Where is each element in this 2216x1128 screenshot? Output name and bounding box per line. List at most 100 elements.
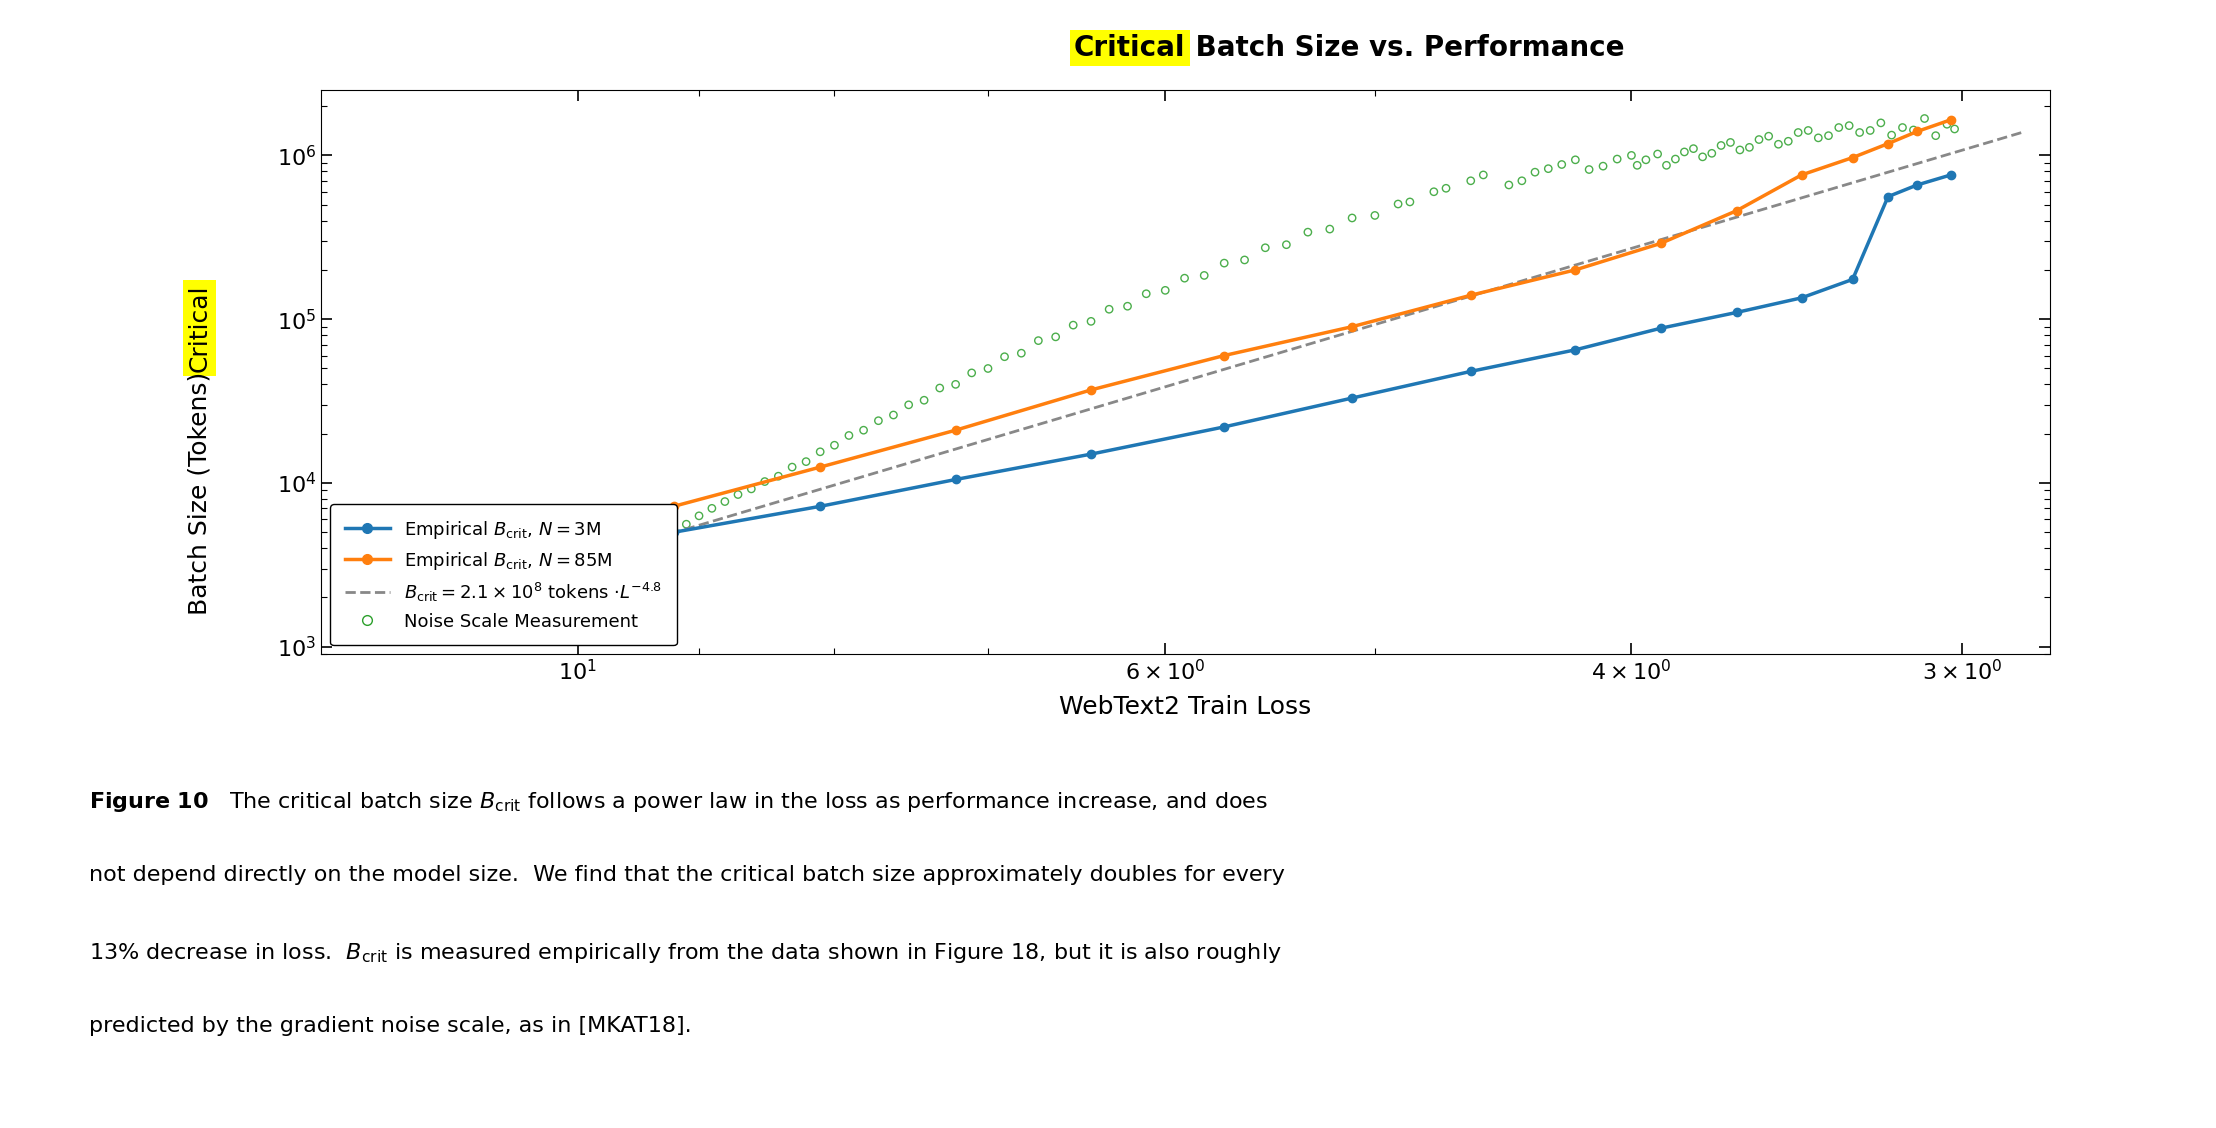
Point: [1055, 316, 1090, 334]
Point: [1713, 133, 1748, 151]
Point: [1853, 122, 1888, 140]
Point: [1228, 250, 1263, 268]
Point: [720, 485, 756, 503]
Point: [583, 550, 618, 569]
Point: [1684, 148, 1720, 166]
Point: [525, 570, 561, 588]
Point: [1886, 118, 1921, 136]
Point: [1704, 136, 1740, 155]
Point: [1110, 297, 1146, 315]
Text: predicted by the gradient noise scale, as in [MKAT18].: predicted by the gradient noise scale, a…: [89, 1016, 691, 1037]
Point: [1640, 146, 1675, 164]
Point: [538, 567, 574, 585]
Point: [1600, 150, 1635, 168]
Point: [1895, 121, 1930, 139]
Point: [831, 426, 866, 444]
Text: Batch Size (Tokens): Batch Size (Tokens): [188, 372, 211, 624]
Point: [953, 364, 988, 382]
Point: [906, 391, 942, 409]
Point: [1822, 118, 1857, 136]
Point: [1666, 143, 1702, 161]
Point: [643, 528, 678, 546]
X-axis label: WebText2 Train Loss: WebText2 Train Loss: [1059, 696, 1312, 720]
Point: [1722, 141, 1757, 159]
Point: [971, 360, 1006, 378]
Point: [561, 557, 596, 575]
Text: $\mathbf{Figure\ 10}$   The critical batch size $B_\mathrm{crit}$ follows a powe: $\mathbf{Figure\ 10}$ The critical batch…: [89, 790, 1268, 813]
Point: [747, 473, 782, 491]
Point: [1392, 193, 1427, 211]
Point: [760, 467, 796, 485]
Point: [860, 412, 895, 430]
Point: [1505, 171, 1540, 190]
Point: [1168, 270, 1203, 288]
Point: [847, 421, 882, 439]
Point: [1906, 109, 1941, 127]
Point: [1571, 160, 1607, 178]
Point: [1128, 284, 1163, 302]
Text: Batch Size vs. Performance: Batch Size vs. Performance: [1186, 34, 1624, 62]
Point: [680, 506, 716, 525]
Point: [1491, 176, 1527, 194]
Point: [1779, 123, 1815, 141]
Point: [1558, 151, 1593, 169]
Point: [503, 579, 538, 597]
Text: not depend directly on the model size.  We find that the critical batch size app: not depend directly on the model size. W…: [89, 865, 1285, 885]
Point: [1148, 281, 1183, 299]
Point: [572, 555, 607, 573]
Point: [922, 379, 957, 397]
Point: [656, 520, 691, 538]
Point: [802, 443, 838, 461]
Point: [986, 347, 1022, 365]
Point: [1649, 157, 1684, 175]
Point: [1937, 120, 1972, 138]
Point: [596, 547, 632, 565]
Point: [1731, 139, 1766, 157]
Point: [1186, 266, 1221, 284]
Point: [1864, 114, 1899, 132]
Point: [618, 537, 654, 555]
Point: [1762, 135, 1797, 153]
Point: [514, 575, 550, 593]
Point: [1675, 140, 1711, 158]
Point: [1545, 156, 1580, 174]
Point: [1751, 127, 1786, 146]
Point: [818, 437, 853, 455]
Point: [1613, 147, 1649, 165]
Point: [1841, 123, 1877, 141]
Point: [1830, 116, 1866, 134]
Point: [1022, 332, 1057, 350]
Point: [1356, 206, 1392, 224]
Point: [1620, 157, 1655, 175]
Point: [1810, 126, 1846, 144]
Point: [1312, 220, 1347, 238]
Point: [1416, 183, 1451, 201]
Point: [1206, 254, 1241, 272]
Point: [1073, 312, 1108, 331]
Point: [550, 562, 585, 580]
Point: [937, 376, 973, 394]
Point: [1584, 157, 1620, 175]
Point: [1334, 209, 1369, 227]
Text: $13\%$ decrease in loss.  $B_\mathrm{crit}$ is measured empirically from the dat: $13\%$ decrease in loss. $B_\mathrm{crit…: [89, 941, 1281, 964]
Point: [494, 582, 530, 600]
Point: [1381, 195, 1416, 213]
Point: [669, 515, 705, 534]
Point: [1268, 236, 1303, 254]
Point: [733, 479, 769, 497]
Point: [1004, 344, 1039, 362]
Point: [1454, 171, 1489, 190]
Point: [1658, 150, 1693, 168]
Point: [1518, 164, 1553, 182]
Point: [1629, 151, 1664, 169]
Point: [1742, 131, 1777, 149]
Point: [632, 534, 667, 552]
Point: [1771, 132, 1806, 150]
Point: [1791, 122, 1826, 140]
Point: [891, 396, 926, 414]
Point: [1290, 223, 1325, 241]
Text: Critical: Critical: [1075, 34, 1186, 62]
Legend: Empirical $B_{\mathrm{crit}}$, $N = 3$M, Empirical $B_{\mathrm{crit}}$, $N = 85$: Empirical $B_{\mathrm{crit}}$, $N = 3$M,…: [330, 504, 676, 645]
Point: [1465, 166, 1500, 184]
Point: [1092, 300, 1128, 318]
